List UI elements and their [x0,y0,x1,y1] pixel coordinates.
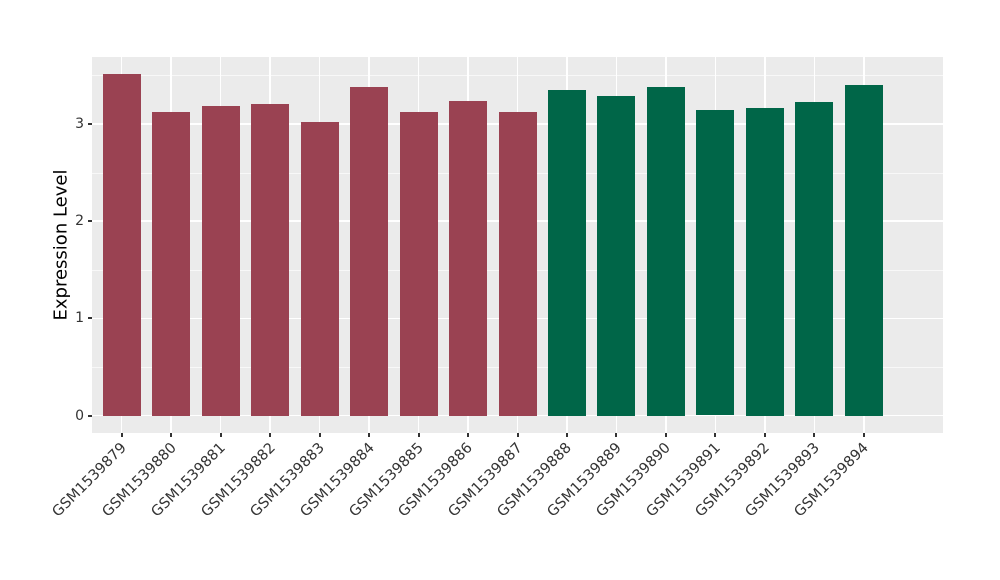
y-tick-mark [88,317,92,320]
bar-GSM1539886 [449,100,488,416]
y-tick-mark [88,123,92,126]
bar-GSM1539891 [696,110,735,416]
y-tick-label: 0 [75,407,84,424]
bar-GSM1539884 [350,87,389,416]
x-tick-mark [862,433,865,437]
bar-GSM1539894 [844,85,883,416]
y-tick-label: 1 [75,310,84,327]
y-tick-mark [88,414,92,417]
x-tick-mark [170,433,173,437]
x-tick-mark [615,433,618,437]
bar-GSM1539890 [646,87,685,416]
bar-GSM1539892 [745,108,784,416]
y-tick-mark [88,220,92,223]
bar-GSM1539879 [102,73,141,416]
x-tick-mark [467,433,470,437]
bar-GSM1539882 [251,103,290,416]
bar-GSM1539889 [597,95,636,416]
x-tick-mark [664,433,667,437]
x-tick-mark [417,433,420,437]
bar-GSM1539883 [300,122,339,416]
y-tick-label: 2 [75,213,84,230]
x-tick-mark [269,433,272,437]
plot-panel [92,57,943,433]
y-axis-title: Expression Level [50,169,72,321]
bar-GSM1539893 [795,101,834,416]
bar-GSM1539881 [201,105,240,416]
x-tick-mark [813,433,816,437]
x-tick-mark [565,433,568,437]
x-tick-mark [516,433,519,437]
x-tick-mark [763,433,766,437]
x-tick-mark [368,433,371,437]
x-tick-mark [219,433,222,437]
x-tick-mark [120,433,123,437]
x-tick-mark [318,433,321,437]
bar-GSM1539885 [399,112,438,416]
bar-GSM1539887 [498,112,537,416]
x-tick-mark [714,433,717,437]
bar-GSM1539888 [547,90,586,416]
bar-GSM1539880 [152,112,191,416]
y-tick-label: 3 [75,116,84,133]
